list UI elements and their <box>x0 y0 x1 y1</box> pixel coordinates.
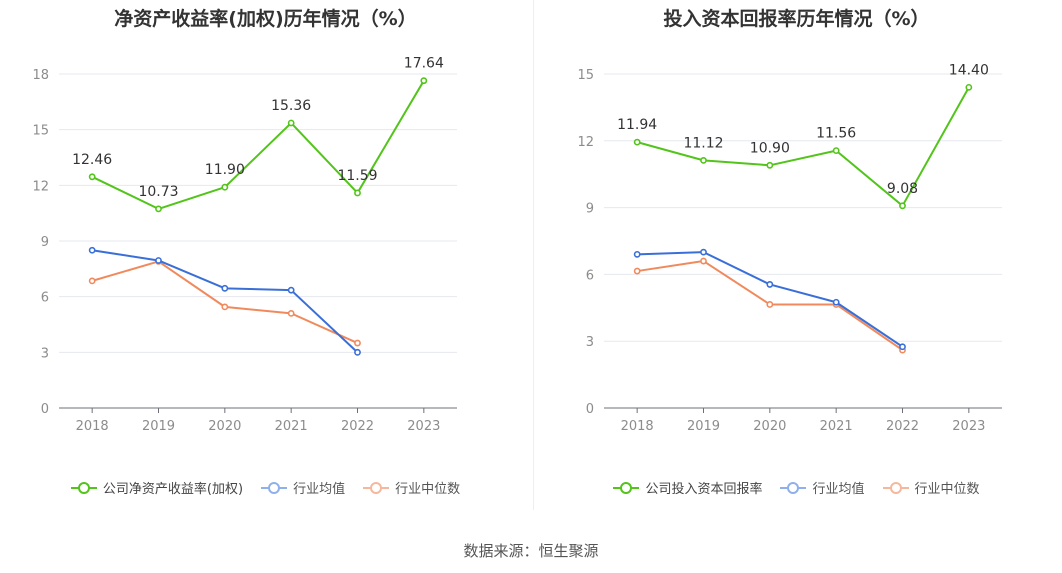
data-point <box>766 301 774 308</box>
data-label: 10.73 <box>138 184 178 200</box>
y-tick-label: 18 <box>32 68 49 83</box>
panel-divider <box>533 0 534 510</box>
data-label: 11.56 <box>816 126 856 142</box>
data-point <box>700 156 707 164</box>
y-tick-label: 15 <box>32 124 49 139</box>
legend-item-industry-mean[interactable]: 行业均值 <box>261 478 345 497</box>
data-label: 14.40 <box>949 62 989 78</box>
y-tick-label: 12 <box>577 135 594 150</box>
legend-marker-icon <box>261 481 288 495</box>
y-tick-label: 0 <box>586 402 594 417</box>
data-point <box>700 248 707 256</box>
y-tick-label: 3 <box>586 335 594 350</box>
x-tick-label: 2018 <box>621 419 654 434</box>
data-point <box>633 267 641 275</box>
chart-title: 净资产收益率(加权)历年情况（%） <box>114 8 417 30</box>
data-point <box>88 246 96 254</box>
x-tick-label: 2022 <box>341 419 374 434</box>
data-point <box>354 189 361 197</box>
x-tick-label: 2020 <box>753 419 786 434</box>
data-label: 11.59 <box>337 168 377 184</box>
x-tick-label: 2021 <box>275 419 308 434</box>
data-point <box>155 205 162 213</box>
data-point <box>899 343 906 351</box>
legend-item-industry-mean[interactable]: 行业均值 <box>780 478 865 497</box>
data-point <box>354 348 361 356</box>
data-label: 15.36 <box>271 98 311 114</box>
roe-chart-panel: 净资产收益率(加权)历年情况（%） 0 3 6 9 12 15 18 2018 2019 2020… <box>0 0 531 520</box>
y-tick-label: 12 <box>32 179 49 194</box>
data-source-note: 数据来源：恒生聚源 <box>463 542 599 560</box>
data-point <box>287 309 295 317</box>
series-line <box>636 86 970 207</box>
legend-marker-icon <box>882 481 909 495</box>
chart-legend: 公司净资产收益率(加权) 行业均值 行业中位数 <box>0 478 531 497</box>
data-point <box>766 281 774 288</box>
legend-label: 公司净资产收益率(加权) <box>102 482 244 497</box>
series-line <box>91 80 425 210</box>
data-point <box>88 277 96 285</box>
legend-item-company[interactable]: 公司净资产收益率(加权) <box>70 478 244 497</box>
legend-marker-icon <box>363 481 390 495</box>
data-point <box>420 77 428 85</box>
y-tick-label: 3 <box>41 346 49 361</box>
y-tick-label: 15 <box>577 68 594 83</box>
data-point <box>633 138 641 146</box>
y-tick-label: 9 <box>586 202 594 217</box>
data-point <box>832 147 840 154</box>
data-point <box>155 257 162 264</box>
data-point <box>221 284 229 292</box>
data-point <box>287 119 295 127</box>
x-tick-label: 2023 <box>952 419 985 434</box>
data-label: 12.46 <box>72 152 112 168</box>
chart-legend: 公司投入资本回报率 行业均值 行业中位数 <box>531 478 1062 497</box>
data-label: 11.90 <box>205 162 245 178</box>
data-label: 11.94 <box>617 117 657 133</box>
data-point <box>700 257 707 265</box>
x-tick-label: 2020 <box>208 419 241 434</box>
series-line <box>92 249 359 354</box>
x-tick-label: 2019 <box>687 419 720 434</box>
data-point <box>221 183 229 191</box>
legend-marker-icon <box>613 481 640 495</box>
data-point <box>354 339 361 347</box>
legend-label: 行业均值 <box>812 482 865 497</box>
roe-line-chart: 0 3 6 9 12 15 18 2018 2019 2020 2021 2022 2023 12.46 1… <box>32 56 457 434</box>
data-point <box>832 298 840 306</box>
data-point <box>633 250 641 258</box>
legend-label: 行业中位数 <box>914 482 980 497</box>
data-label: 11.12 <box>683 135 723 151</box>
legend-label: 行业均值 <box>293 482 346 497</box>
legend-marker-icon <box>70 481 97 495</box>
chart-title: 投入资本回报率历年情况（%） <box>663 8 930 30</box>
data-point <box>221 303 229 311</box>
data-label: 9.08 <box>887 181 918 197</box>
data-point <box>287 286 295 294</box>
legend-item-company[interactable]: 公司投入资本回报率 <box>613 478 762 497</box>
legend-item-industry-median[interactable]: 行业中位数 <box>363 478 460 497</box>
data-point <box>965 83 973 91</box>
series-line <box>637 251 904 348</box>
roic-chart-panel: 投入资本回报率历年情况（%） 0 3 6 9 12 15 2018 2019 2020 2021 2… <box>531 0 1062 520</box>
x-tick-label: 2018 <box>76 419 109 434</box>
x-tick-label: 2023 <box>407 419 440 434</box>
roic-line-chart: 0 3 6 9 12 15 2018 2019 2020 2021 2022 2023 11.94 11.… <box>577 62 1002 434</box>
data-point <box>899 202 906 210</box>
y-tick-label: 6 <box>586 268 594 283</box>
y-tick-label: 0 <box>41 402 49 417</box>
x-tick-label: 2021 <box>820 419 853 434</box>
data-point <box>766 161 774 169</box>
legend-marker-icon <box>780 481 807 495</box>
legend-label: 公司投入资本回报率 <box>645 482 763 497</box>
x-tick-label: 2019 <box>142 419 175 434</box>
data-label: 17.64 <box>404 56 444 72</box>
x-tick-label: 2022 <box>886 419 919 434</box>
y-tick-label: 9 <box>41 235 49 250</box>
series-line <box>91 260 358 344</box>
data-label: 10.90 <box>750 140 790 156</box>
y-tick-label: 6 <box>41 291 49 306</box>
legend-label: 行业中位数 <box>395 482 461 497</box>
data-point <box>88 173 96 181</box>
legend-item-industry-median[interactable]: 行业中位数 <box>882 478 980 497</box>
